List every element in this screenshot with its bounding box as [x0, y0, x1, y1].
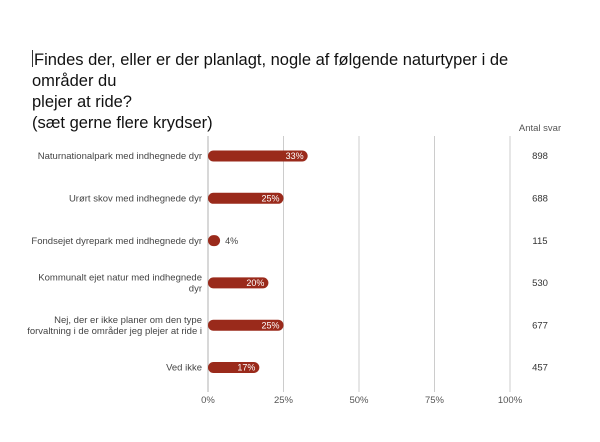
answer-count: 677 [532, 320, 548, 331]
answer-count: 688 [532, 194, 548, 205]
category-label: Ved ikke [166, 363, 202, 374]
x-tick-label: 25% [274, 395, 294, 406]
category-label: dyr [189, 284, 202, 295]
title-line-2: plejer at ride? [32, 93, 132, 111]
bar-value-label: 17% [237, 363, 255, 373]
bar [208, 235, 221, 247]
bar [208, 277, 269, 289]
bar-value-label: 4% [225, 236, 238, 246]
chart-title: Findes der, eller er der planlagt, nogle… [32, 50, 572, 134]
labels: 0% 25% 50% 75% 100% Antal svar 33% Naturnationa… [27, 123, 561, 406]
bar-value-label: 33% [286, 151, 304, 161]
bar [208, 362, 260, 373]
answer-count: 530 [532, 278, 548, 289]
count-column-header: Antal svar [519, 123, 561, 134]
title-line-1: Findes der, eller er der planlagt, nogle… [32, 51, 509, 90]
bar [208, 192, 284, 204]
bar [208, 319, 284, 331]
bar-value-label: 25% [261, 194, 279, 204]
bar [208, 150, 308, 162]
category-label: Urørt skov med indhegnede dyr [69, 194, 202, 205]
category-label: Kommunalt ejet natur med indhegnede [38, 273, 202, 284]
bar-value-label: 25% [261, 320, 279, 330]
answer-count: 898 [532, 151, 548, 162]
x-tick-label: 50% [349, 395, 369, 406]
bar-value-label: 20% [246, 278, 264, 288]
category-label: Naturnationalpark med indhegnede dyr [38, 151, 202, 162]
gridlines [207, 136, 511, 392]
x-tick-label: 100% [498, 395, 523, 406]
title-line-3: (sæt gerne flere krydser) [32, 114, 213, 132]
category-label: Fondsejet dyrepark med indhegnede dyr [31, 236, 202, 247]
category-label: Nej, der er ikke planer om den type [54, 315, 202, 326]
x-tick-label: 0% [201, 395, 215, 406]
text-cursor [32, 50, 33, 67]
category-label: forvaltning i de områder jeg plejer at r… [27, 326, 202, 337]
x-tick-label: 75% [425, 395, 445, 406]
answer-count: 115 [532, 236, 547, 247]
answer-count: 457 [532, 363, 548, 374]
bars [208, 150, 308, 373]
